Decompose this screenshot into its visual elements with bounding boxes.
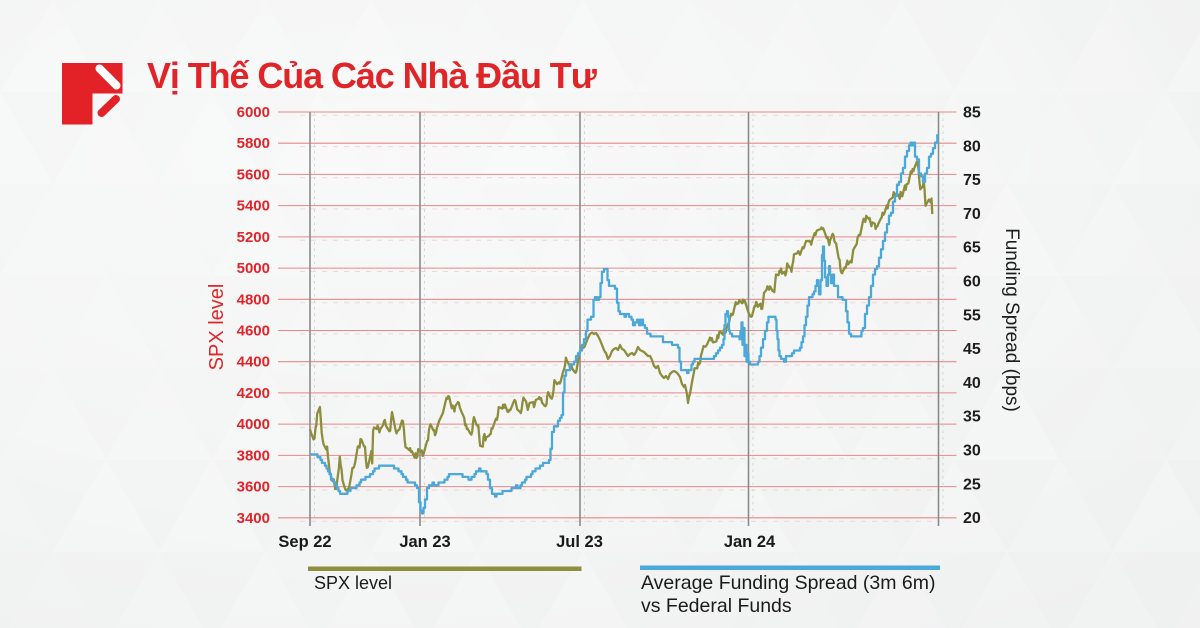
svg-text:4800: 4800 (237, 291, 270, 308)
svg-text:5800: 5800 (237, 135, 270, 152)
svg-text:80: 80 (963, 138, 981, 155)
svg-text:6000: 6000 (237, 104, 270, 121)
svg-text:SPX level: SPX level (206, 284, 228, 371)
svg-text:5600: 5600 (237, 166, 270, 183)
svg-text:Sep 22: Sep 22 (278, 533, 331, 551)
svg-text:3600: 3600 (237, 479, 270, 496)
svg-text:4200: 4200 (237, 385, 270, 402)
svg-text:Average Funding Spread (3m 6m): Average Funding Spread (3m 6m) (641, 572, 935, 594)
svg-text:4600: 4600 (237, 323, 270, 340)
svg-text:4400: 4400 (237, 354, 270, 371)
svg-text:25: 25 (963, 476, 981, 493)
svg-text:85: 85 (963, 105, 981, 122)
svg-text:30: 30 (963, 443, 981, 460)
svg-text:Jul 23: Jul 23 (556, 533, 603, 551)
svg-text:Funding Spread (bps): Funding Spread (bps) (1001, 228, 1022, 412)
svg-text:Jan 24: Jan 24 (724, 533, 776, 551)
svg-text:3800: 3800 (237, 447, 270, 464)
svg-text:5400: 5400 (237, 198, 270, 215)
svg-text:20: 20 (963, 510, 981, 527)
svg-text:SPX level: SPX level (314, 573, 392, 593)
svg-text:55: 55 (963, 307, 981, 324)
svg-text:45: 45 (963, 341, 981, 358)
svg-text:75: 75 (963, 172, 981, 189)
svg-text:65: 65 (963, 240, 981, 257)
svg-text:vs Federal Funds: vs Federal Funds (641, 595, 792, 617)
svg-text:60: 60 (963, 274, 981, 291)
svg-text:Vị Thế Của Các Nhà Đầu Tư: Vị Thế Của Các Nhà Đầu Tư (147, 55, 598, 96)
svg-text:35: 35 (963, 409, 981, 426)
svg-text:40: 40 (963, 375, 981, 392)
svg-text:70: 70 (963, 206, 981, 223)
svg-text:Jan 23: Jan 23 (399, 533, 450, 551)
svg-text:4000: 4000 (237, 416, 270, 433)
svg-text:3400: 3400 (237, 510, 270, 527)
svg-text:5200: 5200 (237, 229, 270, 246)
svg-text:5000: 5000 (237, 260, 270, 277)
